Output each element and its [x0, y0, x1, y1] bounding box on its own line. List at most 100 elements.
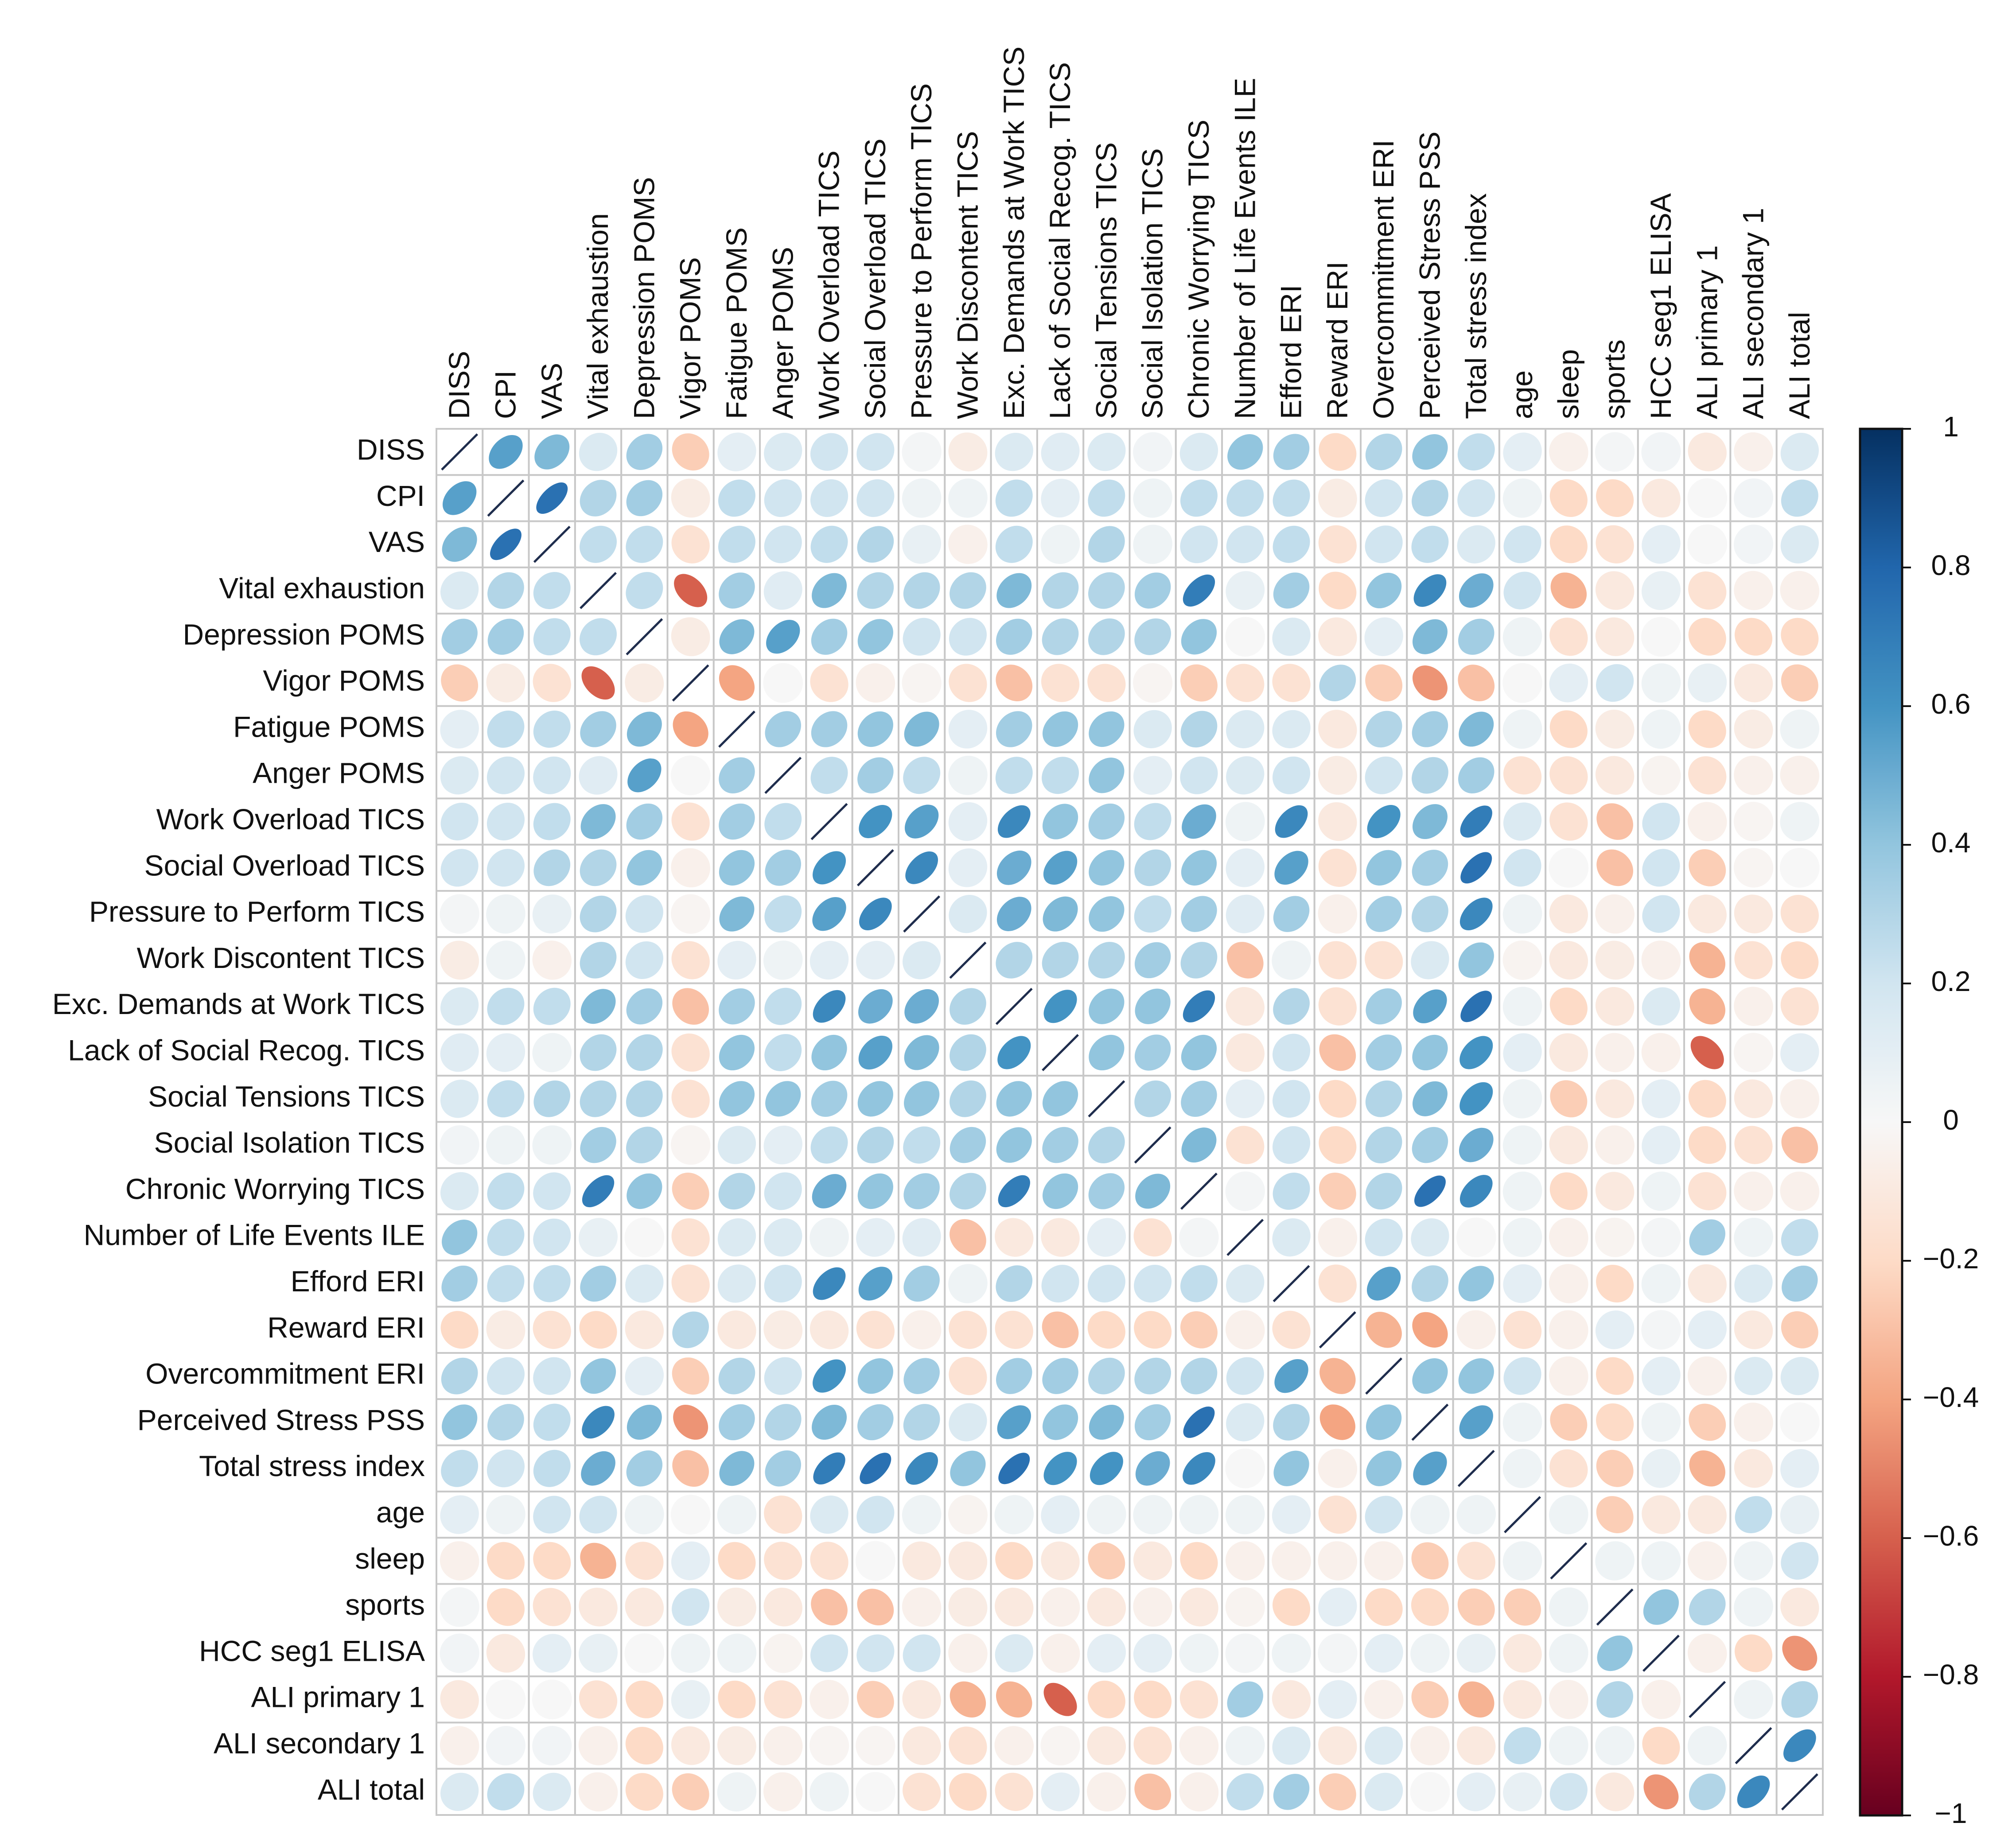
correlation-ellipse: [948, 1495, 988, 1535]
correlation-ellipse: [625, 1680, 663, 1718]
correlation-ellipse: [440, 940, 479, 980]
correlation-ellipse: [1273, 479, 1310, 517]
row-label: Chronic Worrying TICS: [125, 1172, 425, 1205]
correlation-ellipse: [1782, 1265, 1818, 1302]
correlation-ellipse: [1089, 988, 1125, 1024]
correlation-ellipse: [717, 1633, 757, 1673]
correlation-ellipse: [440, 803, 479, 841]
correlation-ellipse: [810, 1126, 848, 1164]
column-label: CPI: [489, 370, 522, 419]
row-label: Pressure to Perform TICS: [89, 895, 425, 928]
correlation-ellipse: [1272, 940, 1311, 980]
correlation-ellipse: [440, 1633, 479, 1673]
colorbar-tick-label: 0: [1943, 1104, 1959, 1136]
correlation-ellipse: [1041, 432, 1080, 471]
correlation-ellipse: [1042, 1311, 1079, 1348]
correlation-ellipse: [856, 1310, 895, 1349]
correlation-ellipse: [764, 803, 802, 840]
correlation-ellipse: [1319, 433, 1357, 471]
correlation-ellipse: [903, 1126, 941, 1164]
correlation-ellipse: [995, 1542, 1033, 1580]
correlation-ellipse: [1734, 663, 1773, 703]
correlation-ellipse: [442, 527, 477, 562]
correlation-ellipse: [1226, 1126, 1265, 1164]
correlation-ellipse: [1225, 802, 1265, 841]
correlation-ellipse: [1226, 1033, 1265, 1072]
correlation-ellipse: [486, 1726, 525, 1766]
colorbar-tick-label: −0.4: [1923, 1381, 1979, 1413]
correlation-ellipse: [582, 1175, 615, 1208]
correlation-ellipse: [1272, 1726, 1311, 1765]
correlation-ellipse: [440, 987, 479, 1026]
row-label: age: [376, 1496, 425, 1528]
correlation-ellipse: [948, 1587, 988, 1627]
correlation-ellipse: [1318, 802, 1357, 841]
correlation-ellipse: [486, 803, 525, 841]
correlation-ellipse: [1502, 663, 1542, 703]
correlation-ellipse: [996, 942, 1033, 979]
correlation-ellipse: [1226, 1773, 1264, 1811]
correlation-ellipse: [717, 1726, 756, 1765]
correlation-ellipse: [1413, 989, 1447, 1023]
correlation-ellipse: [996, 1081, 1032, 1117]
correlation-ellipse: [625, 663, 664, 703]
diagonal-mark: [1735, 1727, 1772, 1764]
correlation-ellipse: [997, 805, 1031, 838]
correlation-ellipse: [1412, 480, 1448, 517]
correlation-ellipse: [1226, 942, 1264, 979]
correlation-ellipse: [1781, 618, 1819, 656]
correlation-ellipse: [1364, 1541, 1404, 1581]
correlation-ellipse: [949, 895, 987, 933]
correlation-ellipse: [1365, 1588, 1403, 1626]
correlation-ellipse: [1087, 1680, 1125, 1718]
correlation-ellipse: [580, 989, 616, 1024]
correlation-ellipse: [764, 1172, 802, 1210]
correlation-ellipse: [718, 479, 755, 517]
diagonal-mark: [1504, 1496, 1541, 1533]
correlation-ellipse: [1411, 1218, 1449, 1257]
correlation-ellipse: [1595, 1172, 1635, 1211]
correlation-ellipse: [580, 1080, 617, 1117]
column-label: Social Overload TICS: [859, 139, 891, 419]
row-label: Fatigue POMS: [233, 710, 425, 743]
colorbar-tick-label: −0.2: [1923, 1243, 1979, 1275]
correlation-ellipse: [625, 1727, 663, 1765]
correlation-ellipse: [859, 805, 892, 839]
correlation-ellipse: [580, 1358, 616, 1394]
correlation-ellipse: [440, 756, 479, 795]
correlation-ellipse: [1781, 479, 1818, 517]
diagonal-mark: [903, 895, 941, 933]
correlation-ellipse: [764, 479, 802, 517]
diagonal-mark: [1088, 1080, 1125, 1118]
correlation-ellipse: [950, 1219, 986, 1256]
correlation-ellipse: [1043, 1452, 1077, 1485]
row-label: Depression POMS: [183, 618, 425, 651]
correlation-ellipse: [903, 618, 941, 656]
correlation-ellipse: [578, 1772, 618, 1812]
correlation-ellipse: [1734, 710, 1773, 749]
correlation-ellipse: [1596, 1681, 1633, 1718]
correlation-ellipse: [440, 1311, 479, 1349]
correlation-ellipse: [719, 1081, 755, 1117]
correlation-ellipse: [1319, 665, 1356, 701]
correlation-ellipse: [1687, 1726, 1727, 1765]
correlation-ellipse: [1318, 478, 1357, 518]
correlation-ellipse: [1179, 433, 1218, 471]
correlation-ellipse: [487, 618, 524, 655]
correlation-ellipse: [672, 1357, 709, 1395]
correlation-ellipse: [764, 895, 802, 933]
correlation-ellipse: [1641, 1171, 1681, 1211]
correlation-ellipse: [1596, 1403, 1634, 1441]
correlation-ellipse: [533, 1218, 571, 1256]
correlation-ellipse: [763, 663, 803, 703]
correlation-ellipse: [626, 525, 663, 563]
correlation-ellipse: [1643, 1589, 1679, 1625]
correlation-ellipse: [1366, 1267, 1401, 1301]
correlation-ellipse: [626, 572, 663, 610]
correlation-ellipse: [995, 433, 1033, 471]
correlation-ellipse: [1134, 1357, 1171, 1395]
correlation-ellipse: [533, 572, 571, 610]
correlation-ellipse: [1688, 1264, 1727, 1303]
correlation-ellipse: [624, 1633, 665, 1673]
correlation-ellipse: [671, 1726, 710, 1765]
